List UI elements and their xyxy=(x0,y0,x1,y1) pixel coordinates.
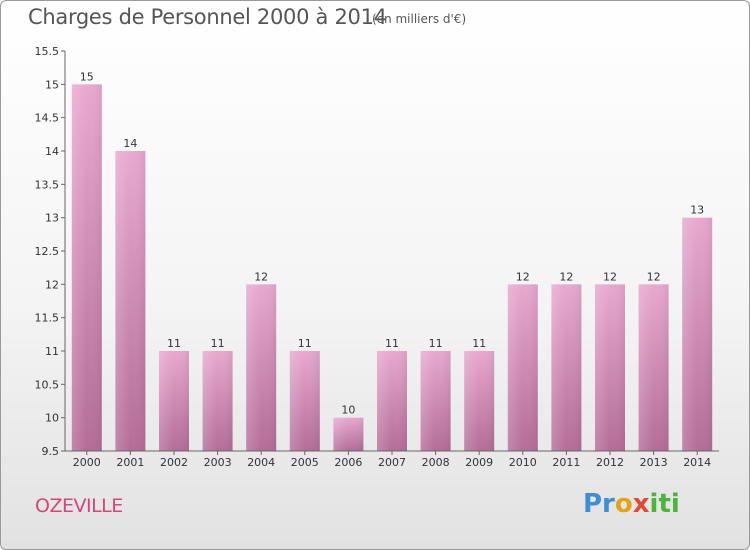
commune-name: OZEVILLE xyxy=(35,495,123,517)
logo-part-1: Pr xyxy=(583,489,615,519)
y-tick-label: 10.5 xyxy=(35,378,60,391)
x-axis: 2000 2001 2002 2003 2004 2005 2006 2007 2008 2009… xyxy=(65,450,719,469)
data-label-2009: 11 xyxy=(472,337,486,350)
data-label-2006: 10 xyxy=(341,404,355,417)
bar-shade xyxy=(333,417,364,451)
data-label-2005: 11 xyxy=(298,337,312,350)
proxiti-logo: Proxiti xyxy=(583,489,680,519)
y-tick-label: 11.5 xyxy=(35,312,60,325)
data-label-2014: 13 xyxy=(690,204,704,217)
data-label-2001: 14 xyxy=(123,137,137,150)
bar-shade xyxy=(682,217,713,451)
data-label-2008: 11 xyxy=(429,337,443,350)
y-tick-label: 13 xyxy=(45,212,59,225)
y-tick-label: 12.5 xyxy=(35,245,60,258)
x-tick-label-2009: 2009 xyxy=(465,456,493,469)
chart-subtitle: (en milliers d'€) xyxy=(372,12,467,26)
data-label-2012: 12 xyxy=(603,270,617,283)
x-tick-label-2006: 2006 xyxy=(334,456,362,469)
bar-shade xyxy=(246,284,277,451)
chart-title: Charges de Personnel 2000 à 2014 xyxy=(28,5,387,29)
x-tick-label-2010: 2010 xyxy=(509,456,537,469)
y-tick-label: 12 xyxy=(45,278,59,291)
bar-shade xyxy=(507,284,538,451)
y-tick-label: 15.5 xyxy=(35,45,60,58)
bar-shade xyxy=(551,284,582,451)
bar-shade xyxy=(420,351,451,451)
x-tick-label-2002: 2002 xyxy=(160,456,188,469)
data-label-2000: 15 xyxy=(80,70,94,83)
y-axis: 9.5 10 10.5 11 11.5 12 12.5 13 13.5 14 14.5 15 15.5 xyxy=(35,45,66,458)
bar-shade xyxy=(159,351,189,451)
x-tick-label-2014: 2014 xyxy=(683,456,711,469)
y-tick-label: 15 xyxy=(45,78,59,91)
bar-shade xyxy=(595,284,625,451)
x-tick-label-2007: 2007 xyxy=(378,456,406,469)
x-tick-label-2013: 2013 xyxy=(640,456,668,469)
data-label-2004: 12 xyxy=(254,270,268,283)
bar-shade xyxy=(202,351,233,451)
x-tick-label-2000: 2000 xyxy=(73,456,101,469)
bar-shade xyxy=(377,351,407,451)
y-tick-label: 11 xyxy=(45,345,59,358)
bars: 15 14 11 11 12 11 10 11 11 11 12 12 12 12 13 xyxy=(71,70,713,451)
data-label-2002: 11 xyxy=(167,337,181,350)
x-tick-label-2003: 2003 xyxy=(204,456,232,469)
x-tick-label-2008: 2008 xyxy=(422,456,450,469)
bar-shade xyxy=(115,151,146,451)
data-label-2003: 11 xyxy=(211,337,225,350)
x-tick-label-2012: 2012 xyxy=(596,456,624,469)
x-tick-label-2001: 2001 xyxy=(116,456,144,469)
y-tick-label: 14 xyxy=(45,145,59,158)
y-tick-label: 9.5 xyxy=(42,445,60,458)
bar-shade xyxy=(638,284,669,451)
logo-part-2: o xyxy=(614,489,633,519)
x-tick-label-2011: 2011 xyxy=(552,456,580,469)
y-tick-label: 10 xyxy=(45,412,59,425)
data-label-2013: 12 xyxy=(647,270,661,283)
y-tick-label: 13.5 xyxy=(35,178,60,191)
bar-shade xyxy=(289,351,320,451)
bar-shade xyxy=(71,84,102,451)
logo-part-4: iti xyxy=(649,489,680,519)
logo-part-3: x xyxy=(632,489,650,519)
data-label-2007: 11 xyxy=(385,337,399,350)
y-tick-label: 14.5 xyxy=(35,112,60,125)
data-label-2010: 12 xyxy=(516,270,530,283)
x-tick-label-2004: 2004 xyxy=(247,456,275,469)
data-label-2011: 12 xyxy=(559,270,573,283)
bar-shade xyxy=(464,351,495,451)
x-tick-label-2005: 2005 xyxy=(291,456,319,469)
